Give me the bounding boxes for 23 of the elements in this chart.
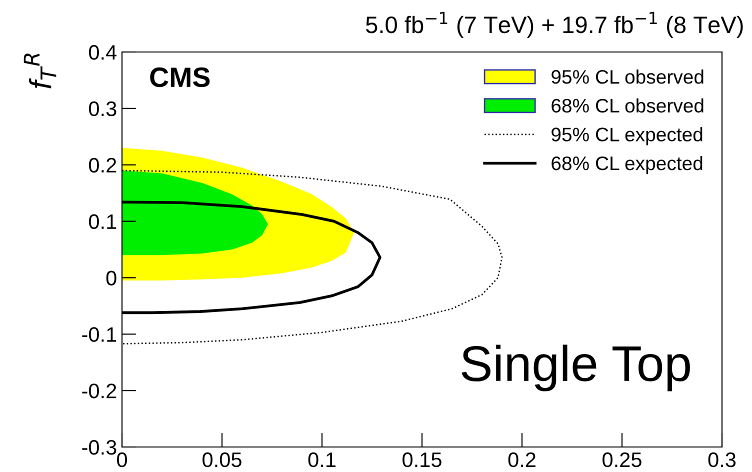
legend-label: 95% CL expected	[552, 127, 702, 146]
legend-label: 68% CL observed	[552, 98, 704, 113]
x-tick-label: 0.25	[602, 452, 642, 468]
x-tick-label: 0.1	[308, 452, 336, 468]
legend-label: 95% CL observed	[552, 70, 704, 84]
x-tick-label: 0.2	[508, 452, 536, 468]
y-tick-label: 0	[106, 270, 116, 286]
annotation: CMS	[150, 67, 210, 88]
y-tick-label: -0.3	[82, 440, 116, 455]
x-tick-label: 0.3	[708, 452, 736, 468]
x-tick-label: 0	[117, 452, 127, 468]
y-tick-label: 0.4	[88, 45, 117, 60]
legend-label: 68% CL expected	[552, 156, 702, 174]
y-axis-title: f$_{T}$$^{R}$	[24, 54, 56, 88]
y-tick-label: 0.1	[88, 214, 116, 230]
chart-title: 5.0 fb$^{−1}$ (7 TeV) + 19.7 fb$^{−1}$ (8 TeV)	[366, 12, 743, 38]
y-tick-label: 0.2	[88, 158, 116, 173]
x-tick-label: 0.15	[402, 452, 442, 468]
annotation: Single Top	[462, 344, 690, 392]
y-tick-label: 0.3	[88, 101, 116, 116]
x-tick-label: 0.05	[202, 452, 242, 468]
y-tick-label: -0.1	[82, 327, 116, 342]
y-tick-label: -0.2	[82, 384, 116, 398]
